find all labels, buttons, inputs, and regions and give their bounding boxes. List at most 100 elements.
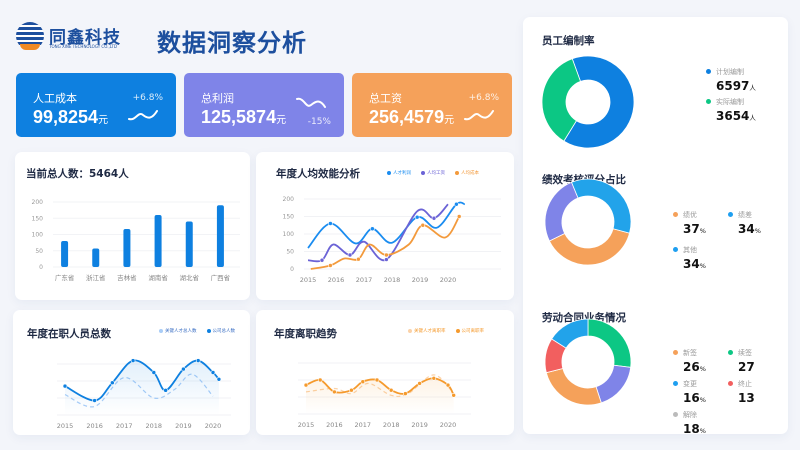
data-point[interactable] [374, 377, 380, 383]
legend-item[interactable]: 关键人才总人数 [159, 328, 197, 334]
data-point[interactable] [92, 398, 97, 403]
donut-charts [541, 55, 635, 406]
data-point[interactable] [454, 201, 459, 207]
data-point[interactable] [384, 257, 389, 262]
legend-number: 26 [683, 360, 700, 374]
data-point[interactable] [181, 366, 186, 372]
data-point[interactable] [370, 226, 375, 232]
data-point[interactable] [451, 393, 456, 398]
donut-legend-item[interactable]: 实际编制 3654人 [706, 97, 756, 123]
bar[interactable] [92, 248, 100, 267]
legend-unit: % [699, 427, 706, 435]
bar[interactable] [216, 205, 224, 267]
data-point[interactable] [347, 252, 353, 258]
y-tick-label: 50 [35, 248, 43, 255]
data-point[interactable] [356, 256, 361, 262]
legend-value: 27 [738, 360, 755, 374]
legend-dot-icon [455, 328, 460, 333]
legend-unit: % [699, 396, 706, 404]
data-point[interactable] [151, 370, 157, 375]
legend-item[interactable]: 人均工资 [421, 170, 445, 176]
data-point[interactable] [319, 257, 325, 263]
data-point[interactable] [403, 391, 408, 396]
donut-legend-item[interactable]: 计划编制 6597人 [706, 67, 756, 93]
legend-item[interactable]: 公司总人数 [206, 328, 235, 334]
series-line[interactable] [64, 359, 220, 402]
series-line[interactable] [307, 203, 449, 263]
bar[interactable] [123, 228, 131, 267]
kpi-card-0[interactable]: 人工成本 99,8254元 +6.8% [16, 73, 176, 137]
legend-number: 34 [738, 222, 755, 236]
x-tick-label: 2016 [86, 422, 103, 430]
bar[interactable] [61, 241, 69, 267]
data-point[interactable] [360, 379, 366, 384]
donut-slice[interactable] [545, 367, 602, 406]
donut-slice[interactable] [551, 318, 589, 349]
legend-unit: % [699, 262, 706, 270]
data-point[interactable] [431, 376, 437, 381]
kpi-label: 总利润 [201, 92, 234, 105]
legend-item[interactable]: 人均成本 [455, 170, 479, 176]
donut-slice[interactable] [587, 318, 632, 368]
donut-legend-item[interactable]: 绩优 37% [673, 210, 706, 236]
data-point[interactable] [388, 387, 394, 393]
data-point[interactable] [332, 389, 337, 395]
data-point[interactable] [216, 377, 222, 382]
donut-legend-item[interactable]: 终止 13 [728, 379, 755, 405]
data-point[interactable] [420, 222, 426, 228]
data-point[interactable] [130, 358, 136, 363]
data-point[interactable] [62, 383, 68, 389]
data-point[interactable] [456, 214, 462, 219]
x-tick-label: 2019 [411, 421, 428, 429]
donut-slice[interactable] [595, 364, 632, 404]
legend-item[interactable]: 人才利润 [387, 170, 411, 176]
data-point[interactable] [431, 215, 437, 221]
donut-slice[interactable] [541, 58, 581, 142]
donut-slice[interactable] [571, 178, 632, 234]
data-point[interactable] [317, 377, 323, 383]
donut-legend-item[interactable]: 续签 27 [728, 348, 755, 374]
kpi-card-1[interactable]: 总利润 125,5874元 -15% [184, 73, 344, 137]
donut-legend-item[interactable]: 其他 34% [673, 245, 706, 271]
donut-legend-item[interactable]: 新签 26% [673, 348, 706, 374]
efficiency-card: 年度人均效能分析 人才利润 人均工资 人均成本 0 50 100 150 200 2015 20… [256, 152, 514, 300]
company-logo: 同鑫科技 TONG XINE TECHNOLOGY CO.,LTD [16, 22, 146, 54]
donut-legend-item[interactable]: 解除 18% [673, 410, 706, 436]
data-point[interactable] [195, 358, 201, 363]
series-line[interactable] [310, 216, 460, 270]
legend-dot-icon [673, 212, 678, 217]
data-point[interactable] [303, 382, 309, 388]
kpi-card-2[interactable]: 总工资 256,4579元 +6.8% [352, 73, 512, 137]
data-point[interactable] [163, 388, 168, 393]
legend-dot-icon [455, 170, 459, 175]
kpi-label: 总工资 [369, 92, 402, 105]
legend-label: 终止 [738, 380, 752, 388]
data-point[interactable] [349, 387, 354, 393]
x-tick-label: 2019 [175, 422, 192, 430]
data-point[interactable] [110, 380, 115, 385]
bar[interactable] [154, 215, 162, 267]
data-point[interactable] [328, 263, 333, 268]
donut-slice[interactable] [563, 55, 635, 149]
legend-unit: % [754, 227, 761, 235]
y-tick-label: 150 [32, 215, 44, 222]
legend-item[interactable]: 关键人才离职率 [408, 328, 446, 334]
legend-item[interactable]: 公司离职率 [455, 328, 484, 334]
data-point[interactable] [445, 382, 451, 388]
data-point[interactable] [384, 252, 389, 258]
data-point[interactable] [210, 370, 216, 375]
data-point[interactable] [417, 381, 422, 386]
data-point[interactable] [414, 214, 420, 220]
x-tick-label: 湖北省 [180, 273, 200, 282]
donut-slice[interactable] [548, 228, 631, 266]
legend-dot-icon [706, 99, 711, 104]
series-line[interactable] [307, 201, 466, 249]
legend-dot-icon [673, 381, 678, 386]
logo-base-icon [20, 44, 40, 50]
donut-legend-item[interactable]: 变更 16% [673, 379, 706, 405]
data-point[interactable] [328, 221, 333, 226]
donut-legend-item[interactable]: 绩差 34% [728, 210, 761, 236]
bar[interactable] [185, 221, 193, 268]
donut-slice[interactable] [544, 181, 579, 242]
kpi-label: 人工成本 [33, 92, 77, 105]
